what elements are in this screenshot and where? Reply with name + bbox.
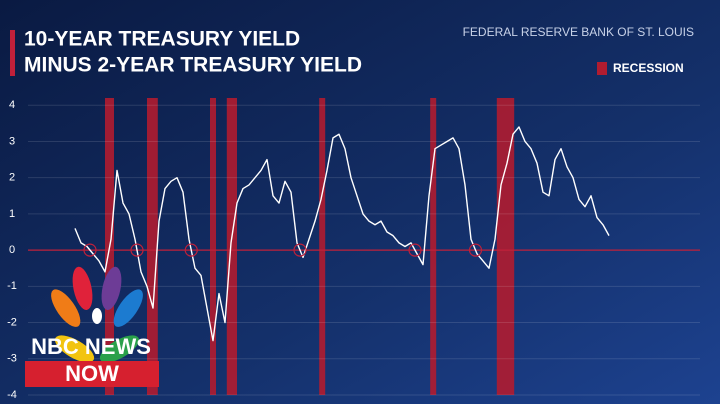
y-tick-label: -4 [7, 389, 17, 401]
feather [51, 289, 81, 327]
feather [72, 266, 93, 310]
y-tick-label: 4 [9, 99, 15, 111]
recession-band [319, 98, 326, 395]
inversion-marker [468, 243, 483, 257]
y-tick-label: 3 [9, 135, 15, 147]
y-tick-label: 2 [9, 172, 15, 184]
source: FEDERAL RESERVE BANK OF ST. LOUIS [463, 25, 694, 39]
line-series [74, 126, 610, 342]
plot: -4 -3 -2 -1 0 1 2 3 4 [7, 98, 700, 401]
feather [54, 335, 95, 363]
logo-text: NBC NEWS [31, 334, 151, 359]
recession-band [430, 98, 437, 395]
chart-title: 10-YEAR TREASURY YIELD [24, 28, 300, 51]
recession-band [210, 98, 216, 395]
recession-band [226, 98, 237, 395]
feather [101, 266, 122, 310]
logo-text: NOW [65, 361, 119, 386]
recession-band [496, 98, 515, 395]
y-tick-label: -1 [7, 280, 17, 292]
y-tick-label: -3 [7, 353, 17, 365]
peacock-body [92, 308, 102, 324]
y-tick-label: 0 [9, 244, 15, 256]
inversion-marker [83, 243, 97, 257]
chart-subtitle: MINUS 2-YEAR TREASURY YIELD [24, 54, 362, 77]
feather [113, 289, 143, 327]
inversion-marker [408, 243, 422, 257]
title-accent [10, 30, 15, 76]
feather [99, 335, 140, 363]
legend-label: RECESSION [613, 61, 684, 75]
legend-swatch [597, 62, 607, 75]
logo-box [25, 361, 159, 387]
y-tick-label: 1 [9, 208, 15, 220]
peacock [51, 266, 143, 363]
logo: NBC NEWS NOW [25, 266, 159, 387]
inversion-marker [130, 243, 144, 257]
y-tick-label: -2 [7, 316, 17, 328]
recession-band [147, 98, 158, 395]
inversion-marker [184, 243, 198, 257]
inversion-marker [293, 243, 307, 257]
